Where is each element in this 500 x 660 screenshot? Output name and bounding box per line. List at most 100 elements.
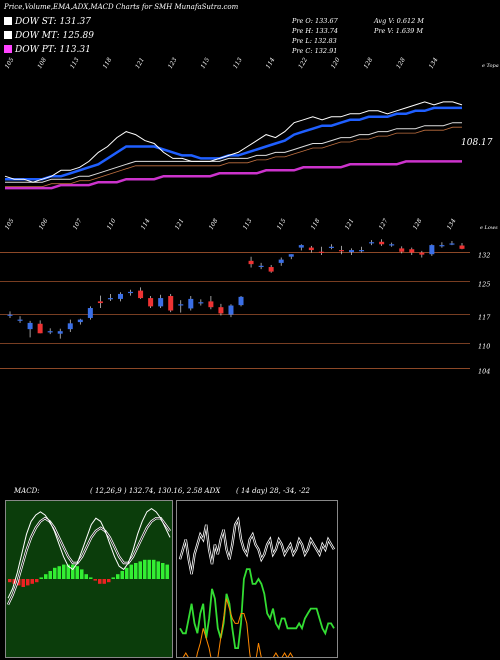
price-ema-chart: 105 108 113 118 121 123 115 113 114 122 120 128 128 1…	[4, 56, 499, 190]
macd-hist-bar	[147, 559, 151, 579]
candle-body	[338, 250, 344, 252]
macd-hist-bar	[17, 579, 21, 586]
top-tick-label: 113	[69, 56, 81, 70]
top-tick-label: 121	[174, 218, 186, 231]
candle-body	[459, 245, 465, 249]
price-levels: 132 125 117 110 104	[0, 252, 491, 375]
legend-swatch-mt	[4, 31, 12, 39]
ema-line-mt	[5, 122, 462, 183]
price-right-label: e Topa	[482, 63, 499, 69]
candles	[7, 239, 465, 339]
price-level-label: 132	[478, 252, 490, 260]
price-level-label: 125	[478, 281, 490, 289]
macd-chart	[5, 500, 173, 658]
top-tick-label: 134	[446, 217, 458, 231]
candle-body	[148, 298, 154, 307]
stat-close: Pre C: 132.91	[292, 47, 338, 55]
candle-body	[389, 244, 395, 246]
candle-body	[208, 301, 214, 308]
macd-hist-bar	[156, 561, 160, 579]
legend-swatch-pt	[4, 45, 12, 53]
candle-body	[228, 305, 234, 315]
candle-body	[298, 245, 304, 248]
ema-line-pt	[5, 160, 462, 190]
minus-di-line	[182, 598, 294, 657]
top-tick-label: 114	[140, 217, 152, 231]
candle-body	[238, 296, 244, 306]
top-tick-label: 120	[330, 56, 342, 70]
macd-hist-bar	[102, 579, 106, 584]
candle-body	[17, 319, 23, 321]
candlestick-chart: 105 106 107 110 114 121 108 113 115 118 121 127 128 1…	[0, 217, 498, 375]
macd-hist-bar	[116, 574, 120, 579]
top-tick-label: 128	[412, 217, 424, 231]
macd-hist-bar	[129, 564, 133, 579]
candle-body	[369, 242, 375, 244]
macd-hist-bar	[98, 579, 102, 584]
top-tick-label: 105	[4, 217, 16, 231]
macd-hist-bar	[53, 567, 57, 579]
candle-right-label: e Lows	[480, 225, 498, 231]
legend-dow-st: DOW ST: 131.37	[4, 17, 91, 29]
candle-top-ticks: 105 106 107 110 114 121 108 113 115 118 121 127 128 1…	[4, 217, 458, 231]
macd-hist-bar	[75, 566, 79, 579]
candle-body	[318, 251, 324, 253]
candle-body	[168, 296, 174, 311]
macd-hist-bar	[111, 577, 115, 579]
legend-label-pt: DOW PT: 113.31	[15, 45, 91, 55]
candle-body	[138, 290, 144, 299]
candle-body	[87, 308, 93, 318]
candle-body	[359, 250, 365, 252]
macd-hist-bar	[35, 579, 39, 583]
candle-body	[308, 247, 314, 251]
candle-body	[198, 302, 204, 304]
macd-hist-bar	[21, 579, 25, 587]
macd-hist-bar	[138, 561, 142, 579]
candle-body	[27, 322, 33, 330]
chart-header-title: Price,Volume,EMA,ADX,MACD Charts for SMH…	[4, 3, 239, 11]
candle-body	[158, 298, 164, 307]
stat-high: Pre H: 133.74	[292, 27, 339, 35]
candle-body	[47, 331, 53, 333]
legend-label-mt: DOW MT: 125.89	[15, 31, 94, 41]
macd-hist-bar	[89, 577, 93, 579]
macd-hist-bar	[57, 566, 61, 579]
macd-hist-bar	[80, 569, 84, 579]
candle-body	[429, 245, 435, 255]
candle-body	[278, 259, 284, 263]
top-tick-label: 106	[38, 217, 50, 231]
candle-body	[67, 323, 73, 330]
top-tick-label: 113	[232, 56, 244, 70]
candle-body	[399, 248, 405, 252]
candle-body	[439, 245, 445, 247]
candle-body	[117, 293, 123, 299]
macd-hist-bar	[152, 559, 156, 579]
top-tick-label: 123	[167, 56, 179, 70]
top-tick-label: 118	[310, 217, 322, 231]
current-value-label: 108.17	[461, 138, 493, 148]
top-tick-label: 134	[428, 56, 440, 70]
adx-line	[179, 568, 335, 650]
candle-body	[128, 291, 134, 294]
candle-body	[218, 307, 224, 314]
top-tick-label: 121	[134, 57, 146, 70]
top-tick-label: 121	[344, 218, 356, 231]
price-level-label: 104	[478, 367, 490, 375]
macd-signal-core	[7, 517, 171, 605]
price-level-label: 117	[478, 314, 491, 322]
legend-dow-mt: DOW MT: 125.89	[4, 31, 94, 43]
candle-body	[349, 250, 355, 253]
top-tick-label: 108	[36, 56, 48, 70]
candle-body	[288, 254, 294, 257]
candle-body	[37, 323, 43, 334]
macd-histogram	[8, 559, 169, 587]
top-tick-label: 108	[208, 217, 220, 231]
macd-hist-bar	[8, 579, 12, 583]
macd-hist-bar	[62, 564, 66, 579]
top-tick-label: 110	[106, 217, 118, 231]
adx-values: ( 14 day) 28, -34, -22	[236, 487, 311, 495]
candle-body	[258, 265, 264, 267]
macd-hist-bar	[134, 563, 138, 579]
candle-body	[379, 241, 385, 245]
legend-dow-pt: DOW PT: 113.31	[4, 45, 91, 57]
